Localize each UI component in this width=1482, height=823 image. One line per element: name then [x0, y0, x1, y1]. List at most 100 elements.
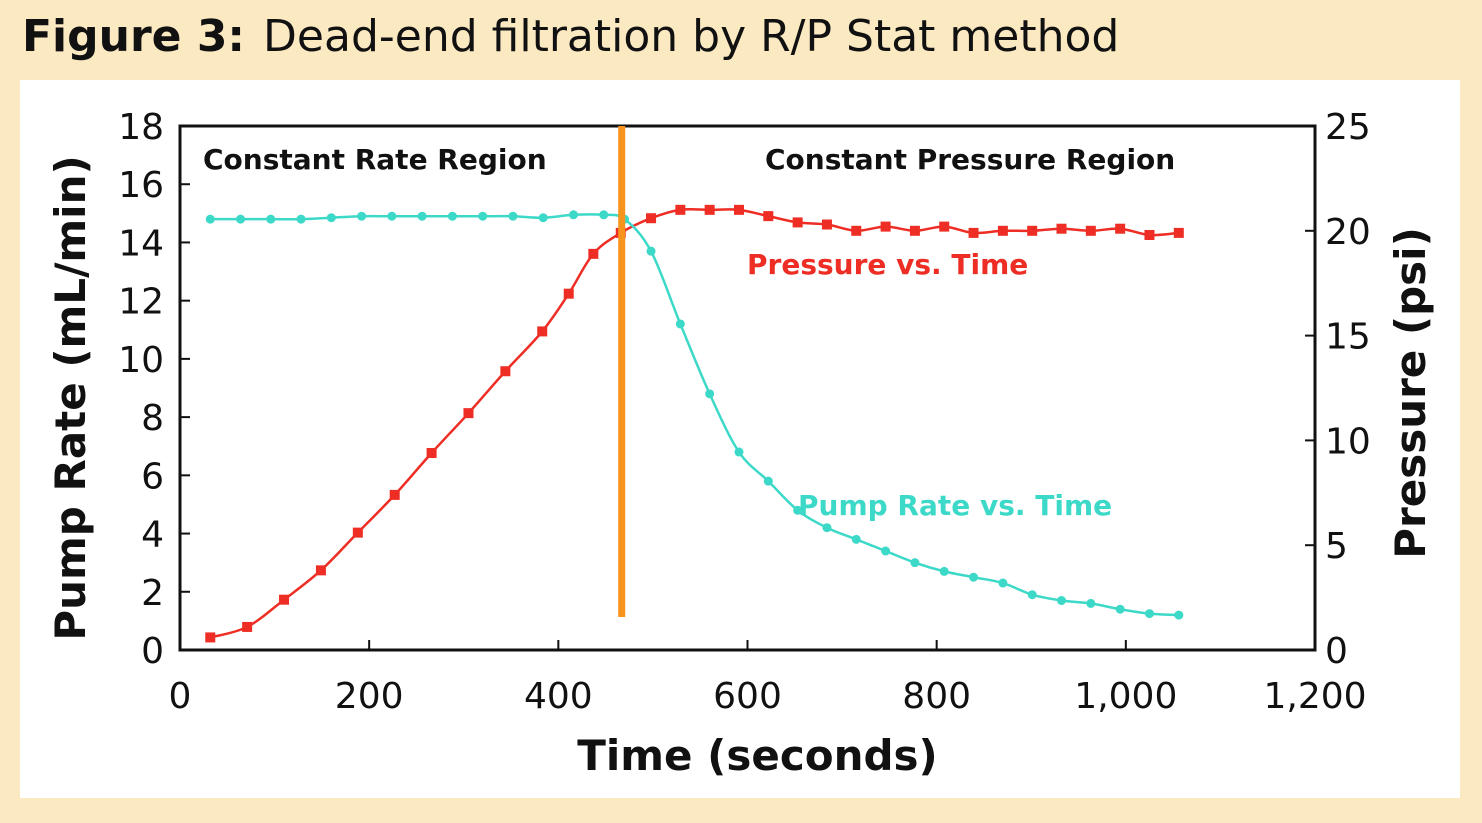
pressure-point-31: [1173, 227, 1184, 238]
pump-rate-point-20: [793, 505, 803, 515]
pressure-point-3: [315, 565, 326, 576]
pump-rate-point-33: [1174, 610, 1184, 620]
pressure-point-25: [997, 225, 1008, 236]
y-right-tick-label-4: 20: [1325, 212, 1371, 253]
pump-rate-point-7: [417, 211, 427, 221]
pump-rate-point-30: [1086, 598, 1096, 608]
pressure-point-10: [563, 288, 574, 299]
chart-panel: 0 200 400 600 800 1,000 1,200 0 2 4 6 8 10 12 14 16 18 0 5…: [20, 80, 1460, 798]
y-right-tick-label-0: 0: [1325, 631, 1348, 672]
pump-rate-point-6: [387, 211, 397, 221]
pressure-point-28: [1085, 225, 1096, 236]
pump-rate-point-23: [881, 546, 891, 556]
pump-rate-point-17: [705, 389, 715, 399]
figure-heading: Figure 3: Dead-end filtration by R/P Stat…: [22, 8, 1119, 66]
x-tick-label-1: 200: [335, 676, 404, 717]
pump-rate-point-22: [851, 534, 861, 544]
pressure-point-8: [500, 366, 511, 377]
y-left-tick-label-2: 4: [141, 515, 164, 556]
pressure-point-6: [426, 447, 437, 458]
pressure-point-30: [1144, 229, 1155, 240]
pump-rate-point-18: [734, 447, 744, 457]
y-right-tick-label-5: 25: [1325, 107, 1371, 148]
pump-rate-point-32: [1144, 609, 1154, 619]
y-left-tick-label-1: 2: [141, 573, 164, 614]
figure-label: Figure 3:: [22, 11, 246, 62]
pressure-point-23: [939, 221, 950, 232]
pump-rate-line: [210, 213, 1179, 617]
pressure-point-26: [1027, 225, 1038, 236]
pump-rate-point-2: [266, 214, 276, 224]
y-right-tick-label-1: 5: [1325, 526, 1348, 567]
pressure-series-label: Pressure vs. Time: [747, 248, 1028, 281]
x-tick-label-2: 400: [524, 676, 593, 717]
pressure-line: [209, 207, 1179, 639]
pressure-point-19: [821, 219, 832, 230]
y-left-tick-label-5: 10: [118, 340, 164, 381]
x-axis-title: Time (seconds): [577, 731, 938, 780]
pressure-point-21: [880, 221, 891, 232]
pressure-point-17: [763, 211, 774, 222]
pressure-point-20: [851, 225, 862, 236]
x-tick-label-5: 1,000: [1074, 676, 1177, 717]
pump-rate-point-25: [939, 566, 949, 576]
pressure-point-5: [389, 489, 400, 500]
pump-rate-point-31: [1115, 604, 1125, 614]
pump-rate-point-0: [205, 214, 215, 224]
pump-rate-point-10: [508, 211, 518, 221]
pressure-point-13: [646, 213, 657, 224]
pump-rate-point-13: [599, 210, 609, 220]
pump-rate-point-28: [1027, 590, 1037, 600]
pump-rate-point-11: [538, 213, 548, 223]
y-right-axis-title: Pressure (psi): [1386, 227, 1435, 559]
y-left-tick-label-3: 6: [141, 456, 164, 497]
dual-axis-line-chart: 0 200 400 600 800 1,000 1,20002468101214161805…: [46, 107, 1435, 780]
pressure-point-7: [463, 408, 474, 419]
x-tick-label-0: 0: [169, 676, 192, 717]
plot-frame: [178, 124, 1317, 652]
pressure-point-27: [1056, 223, 1067, 234]
pressure-point-2: [279, 594, 290, 605]
x-tick-label-3: 600: [713, 676, 782, 717]
pressure-point-14: [675, 204, 686, 215]
y-right-tick-label-2: 10: [1325, 421, 1371, 462]
pump-rate-point-5: [357, 211, 367, 221]
y-left-tick-label-9: 18: [118, 107, 164, 148]
pump-rate-point-15: [646, 246, 656, 256]
pump-rate-point-3: [296, 214, 306, 224]
pressure-point-1: [242, 621, 253, 632]
pump-rate-point-9: [478, 211, 488, 221]
y-left-tick-label-8: 16: [118, 165, 164, 206]
pump-rate-point-1: [236, 214, 246, 224]
pump-rate-point-19: [763, 476, 773, 486]
pressure-point-9: [537, 326, 548, 337]
pressure-point-18: [792, 217, 803, 228]
pressure-point-0: [205, 632, 216, 643]
pump-rate-point-16: [675, 319, 685, 329]
pump-rate-point-27: [998, 578, 1008, 588]
pump-rate-point-29: [1057, 596, 1067, 606]
pump-rate-point-12: [568, 210, 578, 220]
x-tick-label-4: 800: [902, 676, 971, 717]
y-left-tick-label-6: 12: [118, 282, 164, 323]
region-label-constant-rate: Constant Rate Region: [203, 143, 547, 176]
pump-rate-point-26: [969, 572, 979, 582]
region-label-constant-pressure: Constant Pressure Region: [765, 143, 1175, 176]
pump-rate-point-24: [910, 558, 920, 568]
pressure-point-29: [1115, 223, 1126, 234]
y-left-tick-label-7: 14: [118, 223, 164, 264]
y-left-tick-label-4: 8: [141, 398, 164, 439]
pressure-point-16: [733, 204, 744, 215]
pump-rate-point-21: [822, 523, 832, 533]
y-left-axis-title: Pump Rate (mL/min): [46, 155, 95, 640]
pump-rate-point-8: [447, 211, 457, 221]
y-left-tick-label-0: 0: [141, 631, 164, 672]
pressure-point-24: [968, 227, 979, 238]
pressure-point-11: [588, 248, 599, 259]
pressure-point-4: [352, 527, 363, 538]
figure-title-text: Dead-end filtration by R/P Stat method: [263, 11, 1120, 62]
pressure-point-15: [704, 204, 715, 215]
pump-rate-point-4: [326, 213, 336, 223]
pump-rate-series-label: Pump Rate vs. Time: [798, 489, 1112, 522]
